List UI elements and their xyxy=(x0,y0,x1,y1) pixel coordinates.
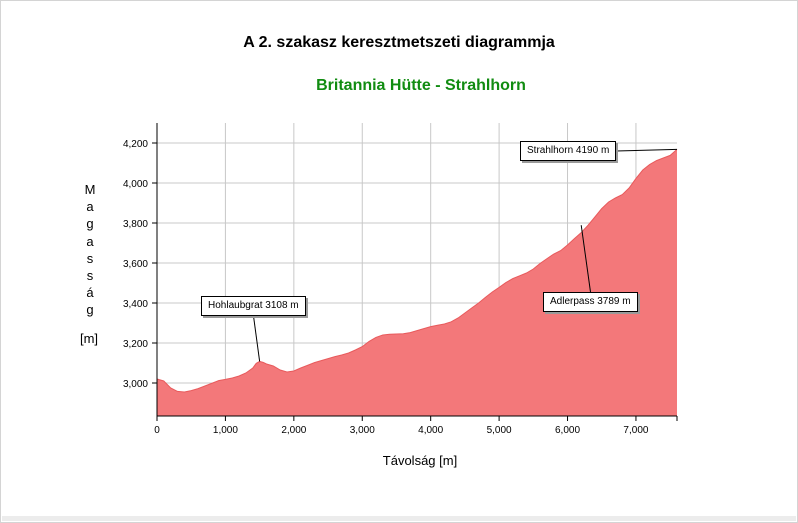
annotation-label: Strahlhorn 4190 m xyxy=(520,141,617,161)
annotation-leader-line xyxy=(615,148,678,152)
y-tick-label: 4,200 xyxy=(123,139,148,150)
annotation-label: Hohlaubgrat 3108 m xyxy=(201,296,306,316)
y-axis-label-letter: g xyxy=(86,302,94,318)
chart-subtitle: Britannia Hütte - Strahlhorn xyxy=(316,77,526,94)
x-tick-label: 1,000 xyxy=(213,425,238,436)
y-axis-unit: [m] xyxy=(79,331,99,346)
y-tick-label: 3,800 xyxy=(123,219,148,230)
elevation-area xyxy=(157,149,677,416)
y-axis-label-letter: á xyxy=(86,285,94,301)
y-axis-label-letter: M xyxy=(84,182,96,197)
elevation-line xyxy=(156,149,678,393)
frame-bottom-strip xyxy=(2,516,796,521)
x-tick-label: 4,000 xyxy=(418,425,443,436)
y-tick-label: 3,000 xyxy=(123,379,148,390)
y-axis-label-letter: s xyxy=(86,268,94,284)
x-tick-label: 0 xyxy=(154,425,160,436)
y-axis-label-letter: g xyxy=(86,216,94,232)
x-tick-label: 2,000 xyxy=(281,425,306,436)
y-tick-label: 3,600 xyxy=(123,259,148,270)
chart-title: A 2. szakasz keresztmetszeti diagrammja xyxy=(243,34,555,51)
x-tick-label: 5,000 xyxy=(487,425,512,436)
y-tick-label: 3,400 xyxy=(123,299,148,310)
annotation-label: Adlerpass 3789 m xyxy=(543,292,638,312)
x-tick-label: 3,000 xyxy=(350,425,375,436)
annotation-leader-line xyxy=(253,315,261,362)
y-axis-label-letter: a xyxy=(86,233,94,249)
y-tick-label: 4,000 xyxy=(123,179,148,190)
x-tick-label: 6,000 xyxy=(555,425,580,436)
y-axis-label-letter: s xyxy=(86,250,94,266)
y-tick-label: 3,200 xyxy=(123,339,148,350)
y-axis-label-letter: a xyxy=(86,199,94,215)
x-axis-label: Távolság [m] xyxy=(382,453,458,468)
x-tick-label: 7,000 xyxy=(623,425,648,436)
annotation-leader-line xyxy=(580,225,591,293)
